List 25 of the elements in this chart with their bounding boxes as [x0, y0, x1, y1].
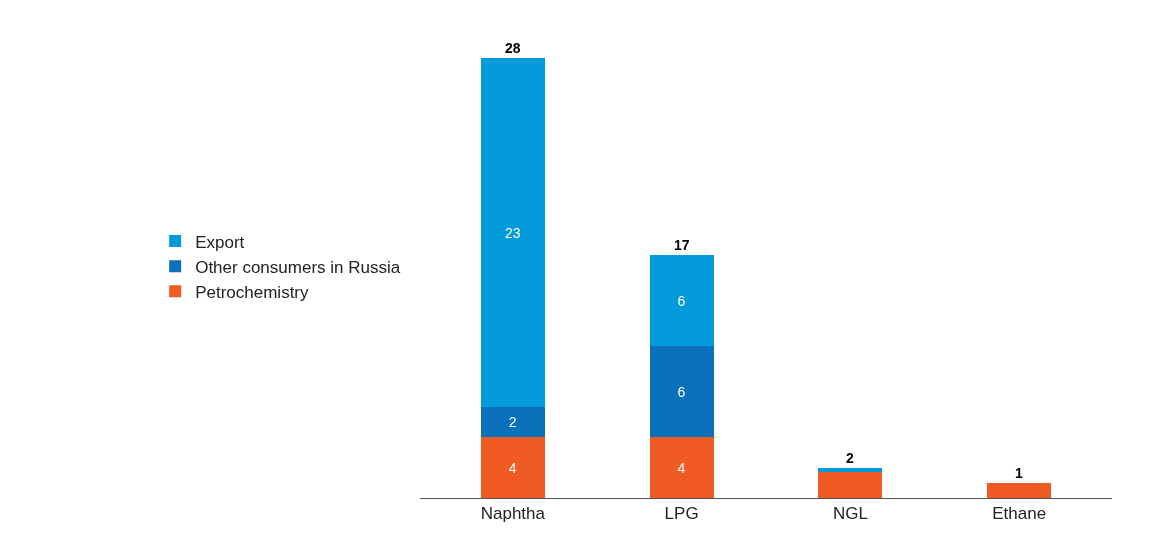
bar: [480, 407, 545, 438]
bar: [818, 472, 883, 498]
bar: [480, 58, 545, 407]
data-label: 2: [508, 414, 517, 431]
data-label: 4: [508, 459, 517, 476]
bar: [987, 482, 1052, 498]
legend-label: Petrochemistry: [195, 282, 310, 302]
legend-label: Export: [195, 232, 245, 252]
total-label: 1: [1015, 465, 1023, 481]
total-label: 2: [846, 450, 854, 466]
data-label: 23: [504, 224, 521, 241]
legend-label: Other consumers in Russia: [195, 257, 401, 277]
total-label: 17: [674, 237, 690, 253]
x-tick-label: LPG: [664, 504, 699, 524]
data-label: 4: [677, 459, 686, 476]
bar: [649, 255, 714, 347]
total-label: 28: [505, 40, 521, 56]
x-tick-label: NGL: [832, 504, 868, 524]
data-label: 6: [677, 383, 686, 400]
x-tick-label: Ethane: [992, 504, 1047, 524]
bar: [649, 437, 714, 498]
data-label: 6: [677, 292, 686, 309]
x-tick-label: Naphtha: [480, 504, 546, 524]
bar: [649, 346, 714, 438]
bar: [480, 437, 545, 498]
